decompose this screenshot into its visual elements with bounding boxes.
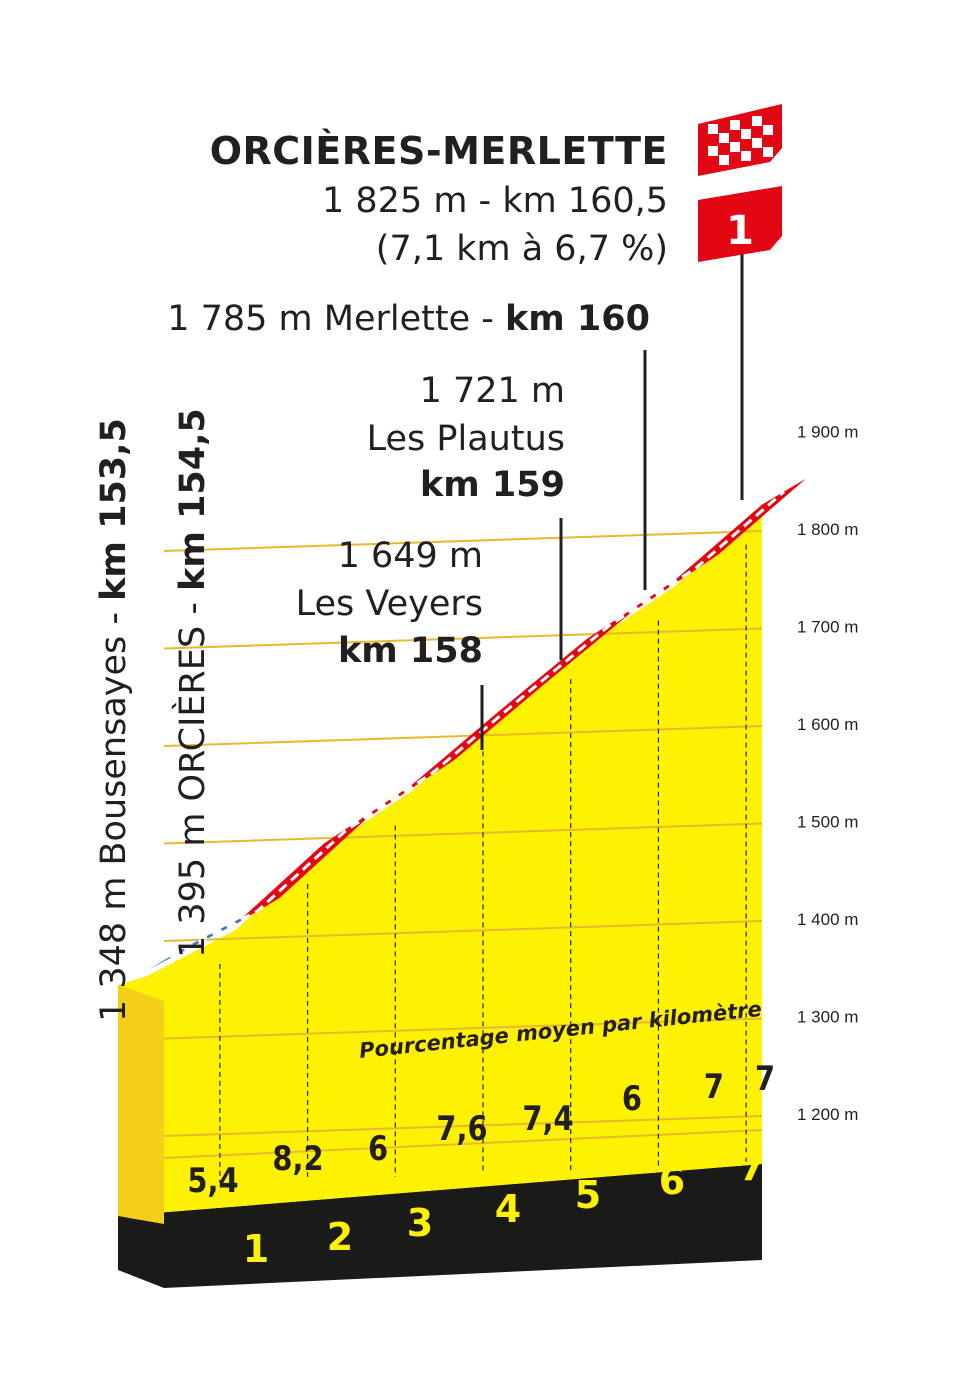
- waypoint-veyers-km: km 158: [338, 631, 483, 671]
- finish-flag-check: [708, 146, 718, 156]
- finish-flag: [698, 104, 782, 176]
- waypoint-merlette-label: 1 785 m Merlette -: [167, 299, 505, 339]
- finish-flag-check: [730, 142, 740, 152]
- km-marker: 6: [659, 1159, 685, 1203]
- finish-flag-check: [719, 133, 729, 143]
- start-label-bousensayes-text: 1 348 m Bousensayes -: [94, 600, 134, 1022]
- finish-flag-check: [763, 125, 773, 135]
- waypoint-plautus-name: Les Plautus: [366, 419, 565, 459]
- gradient-value: 7,4: [522, 1100, 573, 1139]
- summit-climb-stats: (7,1 km à 6,7 %): [375, 229, 668, 269]
- profile-side: [118, 984, 164, 1224]
- finish-flag-check: [741, 151, 751, 161]
- category-flag: [698, 186, 782, 262]
- start-label-orcieres-km: km 154,5: [173, 408, 213, 591]
- km-marker: 2: [327, 1215, 353, 1259]
- waypoint-veyers-elevation: 1 649 m: [337, 536, 483, 576]
- profile-fill: [118, 510, 762, 1216]
- start-label-orcieres-text: 1 395 m ORCIÈRES -: [173, 590, 213, 958]
- km-marker: 1: [243, 1227, 269, 1271]
- grid-line: [163, 920, 763, 942]
- km-marker: 7: [739, 1145, 765, 1189]
- y-tick-label: 1 500 m: [797, 813, 858, 832]
- waypoint-plautus-km: km 159: [420, 465, 565, 505]
- y-tick-label: 1 200 m: [797, 1105, 858, 1124]
- km-marker: 5: [575, 1173, 601, 1217]
- gradient-value: 5,4: [187, 1162, 238, 1201]
- y-tick-label: 1 900 m: [797, 423, 858, 442]
- gradient-value: 7: [755, 1060, 775, 1099]
- grid-line: [163, 530, 763, 552]
- finish-flag-check: [719, 155, 729, 165]
- summit-name: ORCIÈRES-MERLETTE: [209, 129, 668, 173]
- km-marker: 3: [407, 1201, 433, 1245]
- y-tick-label: 1 800 m: [797, 520, 858, 539]
- finish-flag-check: [708, 124, 718, 134]
- grid-line: [163, 725, 763, 747]
- gradient-band-line: [163, 1129, 763, 1159]
- gradient-value: 7,6: [436, 1110, 487, 1149]
- gradient-value: 6: [368, 1130, 388, 1169]
- grid-line: [163, 1115, 763, 1137]
- finish-flag-check: [752, 116, 762, 126]
- start-label-orcieres: 1 395 m ORCIÈRES - km 154,5: [173, 408, 213, 958]
- waypoint-merlette: 1 785 m Merlette - km 160: [167, 302, 650, 337]
- gradient-value: 8,2: [272, 1140, 323, 1179]
- start-label-bousensayes: 1 348 m Bousensayes - km 153,5: [94, 418, 134, 1022]
- road-centerline: [169, 490, 785, 959]
- finish-flag-check: [741, 129, 751, 139]
- start-label-bousensayes-km: km 153,5: [94, 418, 134, 601]
- grid-line: [163, 627, 763, 650]
- summit-elevation-km: 1 825 m - km 160,5: [322, 181, 668, 221]
- waypoint-merlette-km: km 160: [505, 299, 650, 339]
- y-tick-label: 1 300 m: [797, 1008, 858, 1027]
- finish-flag-check: [730, 120, 740, 130]
- y-tick-label: 1 700 m: [797, 618, 858, 637]
- grid-line: [163, 1017, 763, 1040]
- y-tick-label: 1 600 m: [797, 715, 858, 734]
- waypoint-plautus-elevation: 1 721 m: [419, 371, 565, 411]
- grid-line: [163, 822, 763, 845]
- base-bar: [118, 1164, 762, 1288]
- category-number: 1: [726, 208, 754, 254]
- y-tick-label: 1 400 m: [797, 910, 858, 929]
- gradient-value: 7: [704, 1068, 724, 1107]
- km-marker: 4: [495, 1187, 521, 1231]
- finish-flag-check: [752, 138, 762, 148]
- waypoint-veyers-name: Les Veyers: [295, 584, 483, 624]
- gradient-value: 6: [622, 1080, 642, 1119]
- finish-flag-check: [763, 147, 773, 157]
